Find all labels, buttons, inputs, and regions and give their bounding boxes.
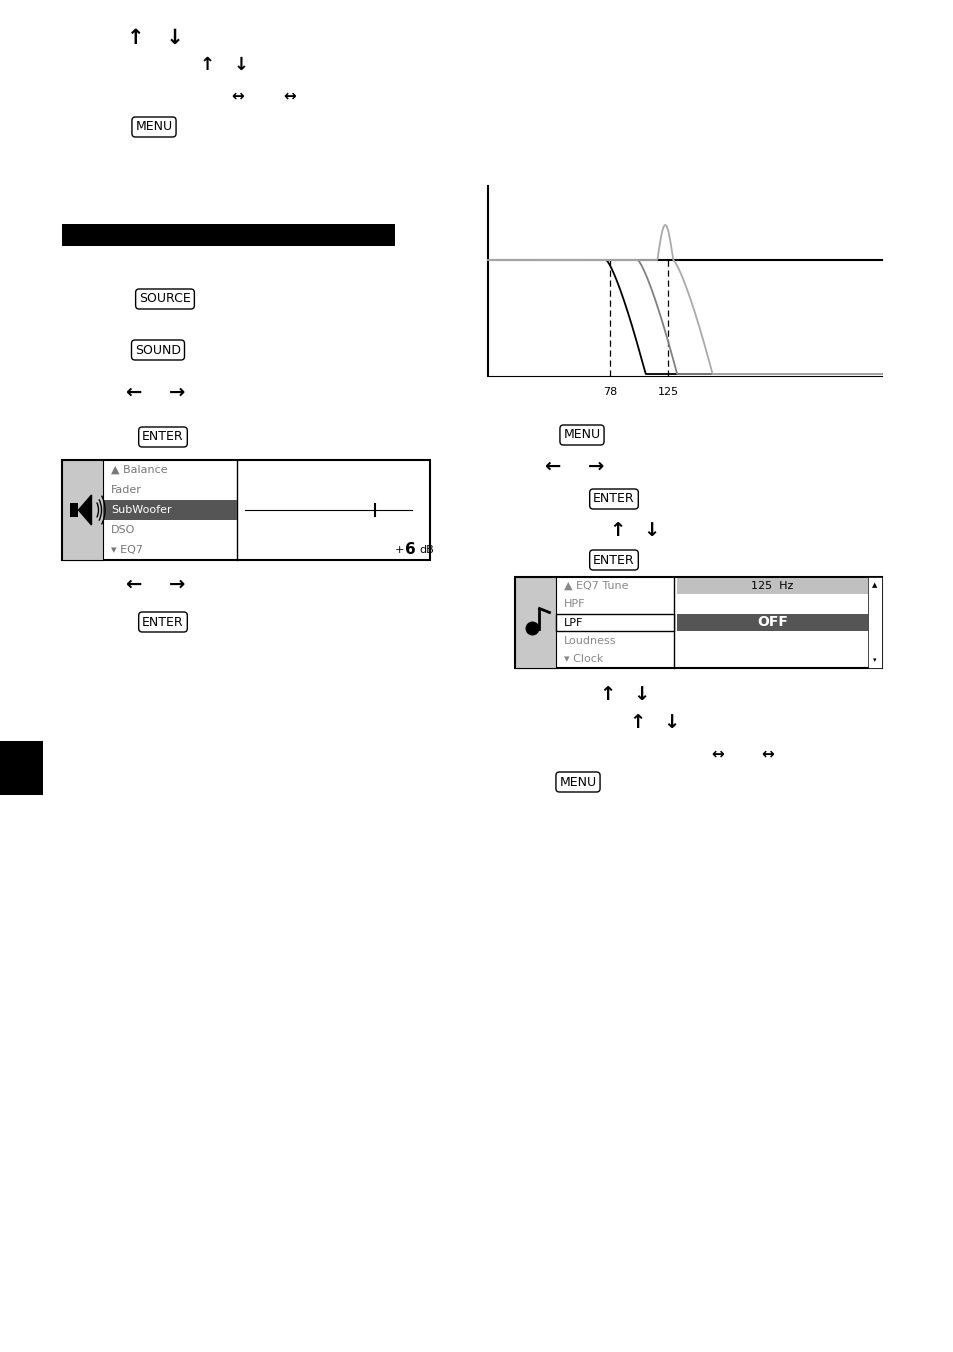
Text: 125  Hz: 125 Hz — [751, 581, 793, 591]
Text: →: → — [169, 575, 185, 594]
Text: →: → — [169, 383, 185, 402]
Bar — [71, 503, 78, 516]
Text: OFF: OFF — [757, 615, 787, 630]
Text: ENTER: ENTER — [593, 553, 634, 566]
Bar — [677, 614, 867, 630]
Bar — [103, 500, 236, 521]
Bar — [867, 577, 882, 668]
Text: LPF: LPF — [563, 618, 583, 627]
Text: SubWoofer: SubWoofer — [111, 506, 172, 515]
Text: ↓: ↓ — [632, 684, 648, 703]
Bar — [556, 614, 673, 630]
Bar — [62, 460, 430, 560]
Text: ↔: ↔ — [711, 746, 723, 761]
Text: 78: 78 — [602, 387, 617, 397]
Text: SOURCE: SOURCE — [139, 292, 191, 306]
Text: Fader: Fader — [111, 485, 142, 495]
Text: ↔: ↔ — [232, 88, 244, 104]
Text: MENU: MENU — [563, 429, 600, 442]
Text: DSO: DSO — [111, 525, 135, 535]
Text: dB: dB — [418, 545, 434, 556]
Text: ↑: ↑ — [598, 684, 615, 703]
Text: ▾ Clock: ▾ Clock — [563, 654, 602, 664]
Text: →: → — [587, 457, 603, 476]
Text: ↑: ↑ — [608, 521, 624, 539]
Text: ↔: ↔ — [760, 746, 774, 761]
Text: ↓: ↓ — [642, 521, 659, 539]
Bar — [62, 224, 395, 246]
Text: 125: 125 — [657, 387, 678, 397]
Bar — [677, 579, 867, 594]
Text: ←: ← — [125, 383, 141, 402]
Text: ↑   ↓: ↑ ↓ — [127, 28, 183, 49]
Bar — [515, 577, 882, 668]
Text: ▲: ▲ — [871, 581, 877, 588]
Bar — [0, 741, 43, 795]
Text: ENTER: ENTER — [593, 492, 634, 506]
Text: +: + — [395, 545, 404, 556]
Text: ↑: ↑ — [628, 713, 644, 731]
Bar — [515, 577, 556, 668]
Text: ▲ Balance: ▲ Balance — [111, 465, 168, 475]
Text: HPF: HPF — [563, 599, 585, 610]
Text: MENU: MENU — [558, 776, 596, 788]
Text: SOUND: SOUND — [135, 343, 181, 357]
Text: ←: ← — [543, 457, 559, 476]
Text: ▾ EQ7: ▾ EQ7 — [111, 545, 143, 556]
Text: ↓: ↓ — [662, 713, 679, 731]
Text: ▾: ▾ — [872, 657, 876, 662]
Text: Loudness: Loudness — [563, 635, 616, 646]
Text: MENU: MENU — [135, 120, 172, 134]
Text: ↑   ↓: ↑ ↓ — [200, 55, 250, 74]
Text: ←: ← — [125, 575, 141, 594]
Text: ↔: ↔ — [283, 88, 296, 104]
Text: ENTER: ENTER — [142, 430, 184, 443]
Circle shape — [525, 622, 539, 635]
Bar — [62, 460, 103, 560]
Text: 6: 6 — [405, 542, 416, 557]
Text: ENTER: ENTER — [142, 615, 184, 629]
Polygon shape — [78, 495, 91, 525]
Text: ▲ EQ7 Tune: ▲ EQ7 Tune — [563, 581, 628, 591]
